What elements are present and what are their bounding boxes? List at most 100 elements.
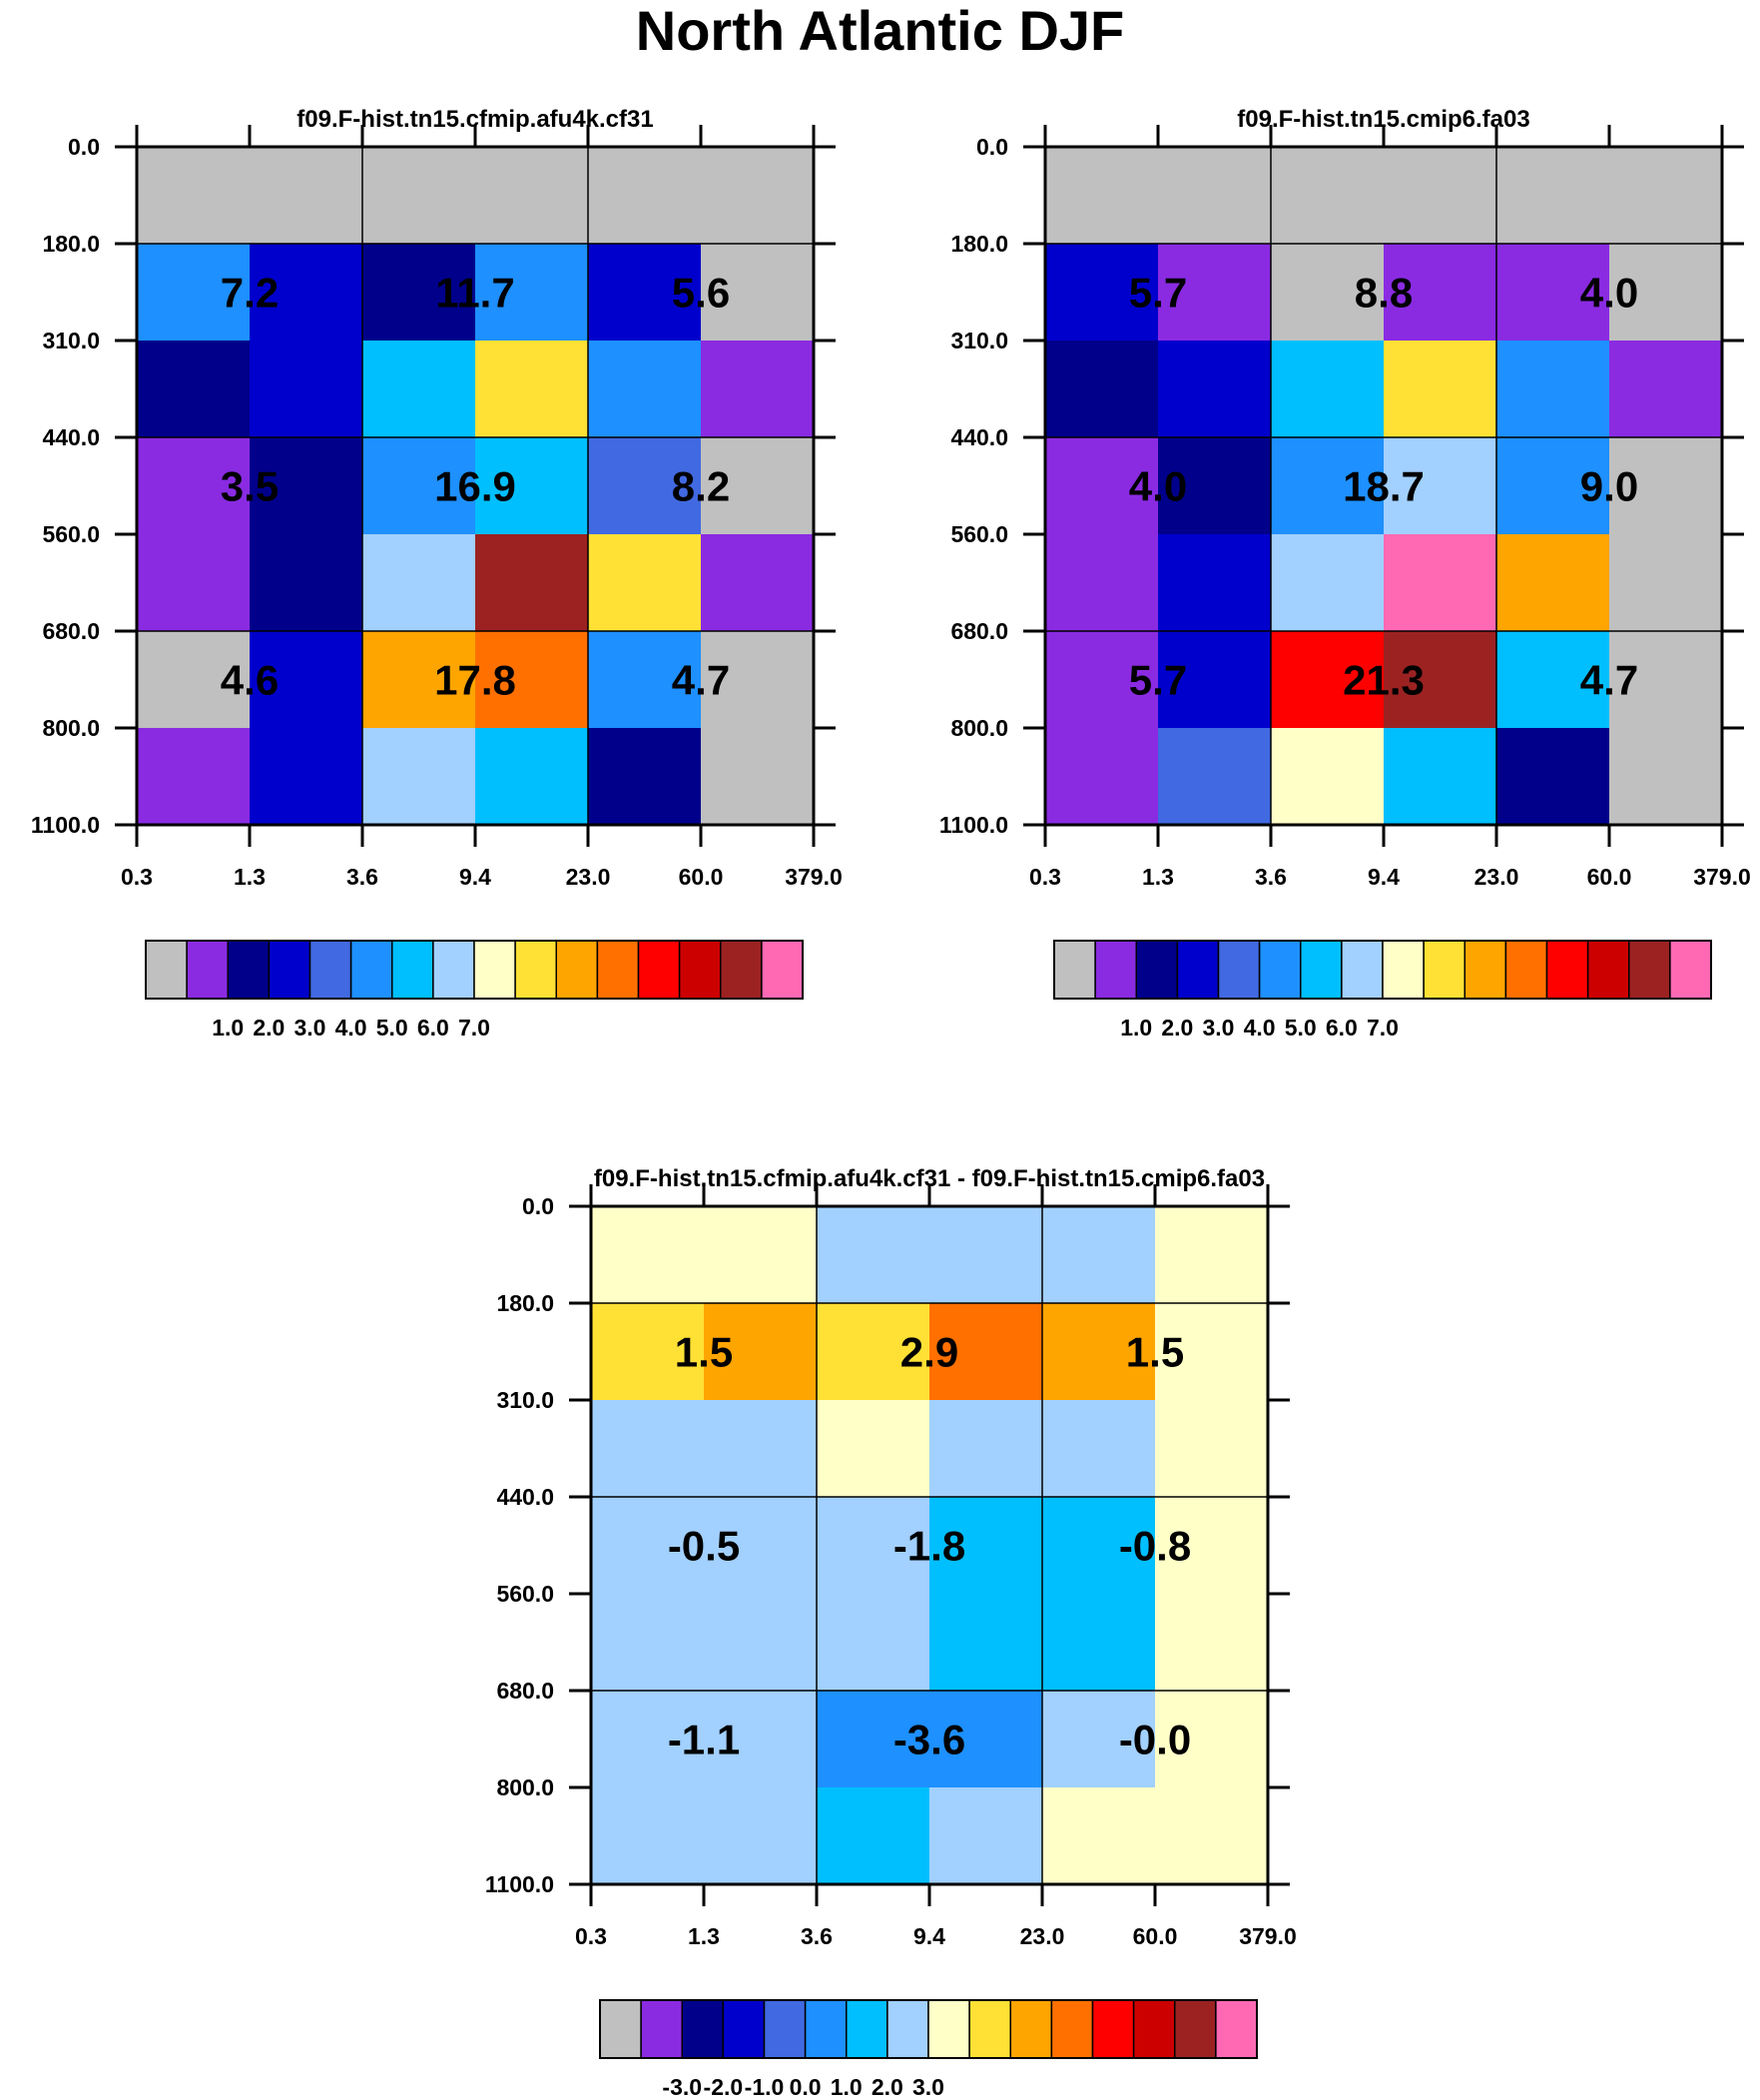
legend-swatch bbox=[1053, 940, 1096, 1000]
heatmap-cell bbox=[1496, 728, 1610, 826]
legend-label: 7.0 bbox=[1367, 1015, 1399, 1041]
legend-swatch bbox=[637, 940, 681, 1000]
heatmap-cell bbox=[929, 1787, 1043, 1885]
heatmap-cell bbox=[362, 147, 476, 245]
heatmap-cell bbox=[1045, 728, 1159, 826]
cell-value-label: 7.2 bbox=[221, 270, 279, 317]
legend-swatch bbox=[1669, 940, 1712, 1000]
legend-label: 2.0 bbox=[872, 2074, 903, 2100]
heatmap-cell bbox=[701, 534, 815, 632]
legend-swatch bbox=[599, 1999, 642, 2059]
heatmap-cell bbox=[475, 631, 589, 729]
x-tick-label: 9.4 bbox=[459, 864, 491, 890]
legend-swatch bbox=[1300, 940, 1343, 1000]
heatmap-cell bbox=[362, 244, 476, 342]
cell-value-label: 5.6 bbox=[672, 270, 730, 317]
heatmap-cell bbox=[1042, 1303, 1156, 1401]
heatmap-cell bbox=[929, 1206, 1043, 1304]
chart-panel-1: f09.F-hist.tn15.cfmip.afu4k.cf310.0180.0… bbox=[31, 106, 843, 1041]
heatmap-cell bbox=[591, 1691, 705, 1788]
legend-frame bbox=[145, 940, 804, 1000]
heatmap-cell bbox=[704, 1787, 818, 1885]
cell-value-label: 16.9 bbox=[434, 463, 516, 510]
cell-value-label: 4.0 bbox=[1580, 270, 1638, 317]
y-tick-label: 180.0 bbox=[950, 231, 1008, 257]
y-tick-label: 440.0 bbox=[950, 424, 1008, 450]
y-tick-label: 800.0 bbox=[950, 715, 1008, 741]
heatmap-cell bbox=[929, 1303, 1043, 1401]
heatmap-cell bbox=[591, 1497, 705, 1595]
x-tick-label: 3.6 bbox=[1255, 864, 1287, 890]
cell-value-label: 1.5 bbox=[1126, 1329, 1184, 1376]
legend-swatch bbox=[1135, 940, 1179, 1000]
heatmap-cell bbox=[1158, 534, 1272, 632]
heatmap-cell bbox=[1158, 244, 1272, 342]
legend-label: 1.0 bbox=[212, 1015, 244, 1041]
heatmap-cell bbox=[137, 437, 251, 535]
legend-swatch bbox=[1217, 940, 1261, 1000]
heatmap-cell bbox=[1384, 341, 1497, 438]
heatmap-cell bbox=[1384, 728, 1497, 826]
legend-label: 5.0 bbox=[376, 1015, 408, 1041]
legend-swatch bbox=[1215, 1999, 1258, 2059]
legend-label: 2.0 bbox=[1161, 1015, 1193, 1041]
heatmap-cell bbox=[1271, 147, 1385, 245]
x-tick-label: 379.0 bbox=[1693, 864, 1751, 890]
heatmap-cell bbox=[1496, 341, 1610, 438]
heatmap-cell bbox=[250, 728, 363, 826]
cell-value-label: -3.6 bbox=[893, 1717, 965, 1763]
legend-swatch bbox=[473, 940, 516, 1000]
heatmap-cell bbox=[588, 534, 702, 632]
y-tick-label: 310.0 bbox=[42, 328, 100, 353]
y-tick-label: 0.0 bbox=[976, 134, 1008, 160]
legend-swatch bbox=[763, 1999, 807, 2059]
chart-panel-3: f09.F-hist.tn15.cfmip.afu4k.cf31 - f09.F… bbox=[485, 1165, 1297, 2100]
heatmap-cell bbox=[250, 534, 363, 632]
y-tick-label: 310.0 bbox=[496, 1387, 554, 1413]
heatmap-cell bbox=[817, 1691, 930, 1788]
x-tick-label: 0.3 bbox=[121, 864, 153, 890]
legend-swatch bbox=[1341, 940, 1384, 1000]
heatmap-cell bbox=[1042, 1594, 1156, 1692]
heatmap-cell bbox=[1155, 1206, 1269, 1304]
heatmap-cell bbox=[588, 244, 702, 342]
heatmap-cell bbox=[137, 147, 251, 245]
y-tick-label: 0.0 bbox=[522, 1193, 554, 1219]
x-tick-label: 379.0 bbox=[1239, 1923, 1297, 1949]
legend-swatch bbox=[1258, 940, 1302, 1000]
y-tick-label: 1100.0 bbox=[31, 812, 100, 838]
x-tick-label: 0.3 bbox=[575, 1923, 607, 1949]
heatmap-cell bbox=[704, 1497, 818, 1595]
heatmap-cell bbox=[475, 341, 589, 438]
heatmap-cell bbox=[362, 631, 476, 729]
heatmap-cell bbox=[1158, 147, 1272, 245]
cell-value-label: 4.7 bbox=[672, 657, 730, 704]
legend-label: 6.0 bbox=[1326, 1015, 1358, 1041]
heatmap-cell bbox=[250, 631, 363, 729]
heatmap-cell bbox=[1271, 728, 1385, 826]
heatmap-cell bbox=[701, 341, 815, 438]
heatmap-cell bbox=[701, 147, 815, 245]
legend-label: 6.0 bbox=[417, 1015, 449, 1041]
legend-swatch bbox=[349, 940, 393, 1000]
legend-label: 4.0 bbox=[335, 1015, 367, 1041]
legend-label: -3.0 bbox=[662, 2074, 702, 2100]
cell-value-label: -1.1 bbox=[668, 1717, 740, 1763]
heatmap-cell bbox=[1609, 341, 1723, 438]
x-tick-label: 379.0 bbox=[785, 864, 843, 890]
heatmap-cell bbox=[1042, 1691, 1156, 1788]
heatmap-cell bbox=[475, 534, 589, 632]
cell-value-label: 4.7 bbox=[1580, 657, 1638, 704]
legend-label: 1.0 bbox=[831, 2074, 863, 2100]
legend-swatch bbox=[145, 940, 188, 1000]
heatmap-cell bbox=[1609, 147, 1723, 245]
heatmap-cell bbox=[1155, 1303, 1269, 1401]
cell-value-label: 9.0 bbox=[1580, 463, 1638, 510]
legend-swatch bbox=[308, 940, 352, 1000]
heatmap-cell bbox=[1155, 1594, 1269, 1692]
heatmap-cell bbox=[588, 728, 702, 826]
y-tick-label: 560.0 bbox=[42, 521, 100, 547]
heatmap-cell bbox=[1158, 437, 1272, 535]
heatmap-cell bbox=[250, 147, 363, 245]
heatmap-cell bbox=[1155, 1787, 1269, 1885]
